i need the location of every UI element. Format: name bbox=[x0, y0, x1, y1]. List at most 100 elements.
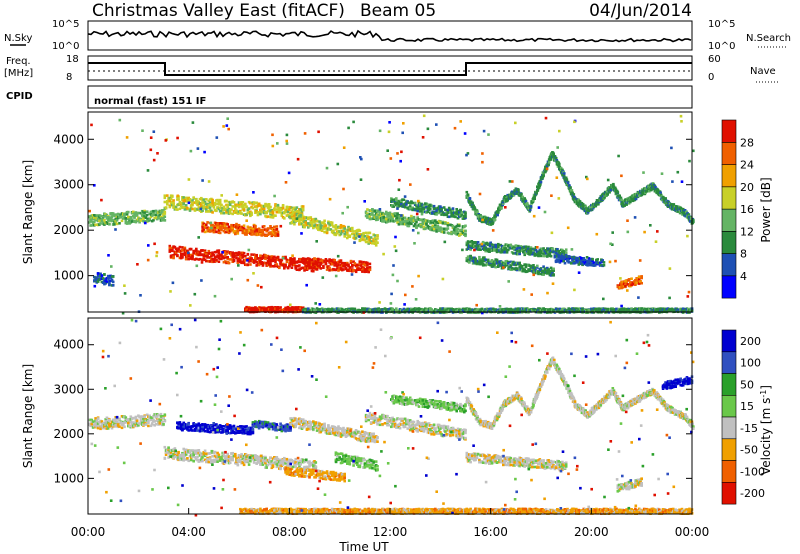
power-cell-4951 bbox=[525, 202, 529, 205]
power-cell-2310 bbox=[418, 210, 422, 213]
power-cell-1772 bbox=[333, 225, 336, 229]
power-cell-2896 bbox=[518, 252, 521, 255]
power-cell-851 bbox=[196, 207, 199, 211]
power-cell-473 bbox=[223, 256, 227, 259]
power-cell-2924 bbox=[527, 245, 530, 249]
power-cell-2367 bbox=[435, 213, 438, 216]
power-cell-4044 bbox=[494, 308, 497, 311]
power-cell-2813 bbox=[490, 243, 494, 246]
power-cell-1690 bbox=[307, 226, 310, 229]
power-cell-2068 bbox=[416, 216, 419, 220]
power-cell-3204 bbox=[621, 286, 625, 289]
power-cell-1068 bbox=[265, 211, 268, 215]
power-cell-2697 bbox=[542, 273, 545, 276]
power-cell-4131 bbox=[522, 307, 525, 311]
power-cell-1499 bbox=[328, 269, 331, 272]
power-cell-2414 bbox=[451, 207, 455, 210]
power-cell-1905 bbox=[366, 208, 369, 211]
power-cell-2065 bbox=[415, 226, 418, 230]
power-cell-95 bbox=[115, 219, 119, 222]
power-cell-968 bbox=[232, 201, 236, 204]
power-cell-1833 bbox=[354, 234, 358, 238]
power-cell-973 bbox=[234, 206, 237, 209]
power-cell-3958 bbox=[468, 307, 471, 311]
power-cell-2059 bbox=[413, 222, 417, 226]
power-cell-762 bbox=[168, 205, 172, 209]
power-cell-1391 bbox=[265, 229, 268, 233]
power-cell-3053 bbox=[556, 255, 559, 258]
power-cell-4736 bbox=[481, 220, 485, 223]
power-cell-207 bbox=[152, 218, 155, 222]
power-cell-1503 bbox=[328, 259, 331, 263]
power-cell-2754 bbox=[471, 243, 475, 246]
power-cell-1550 bbox=[344, 266, 348, 270]
power-cell-2121 bbox=[432, 229, 436, 232]
power-cell-390 bbox=[195, 247, 198, 251]
power-cell-925 bbox=[218, 201, 222, 205]
power-cell-689 bbox=[296, 260, 300, 263]
power-cell-2030 bbox=[403, 222, 407, 226]
power-cell-4357 bbox=[595, 309, 598, 312]
power-cell-2090 bbox=[422, 225, 426, 229]
power-cell-4235 bbox=[556, 307, 559, 311]
power-cell-579 bbox=[260, 261, 263, 264]
power-cell-532 bbox=[244, 254, 247, 258]
power-cell-2917 bbox=[524, 245, 528, 249]
power-cell-1136 bbox=[286, 213, 290, 217]
power-cell-3108 bbox=[576, 256, 579, 260]
power-cell-2228 bbox=[392, 205, 396, 208]
power-cell-1545 bbox=[342, 268, 345, 271]
power-cell-2732 bbox=[552, 273, 555, 276]
power-cell-39 bbox=[99, 214, 102, 218]
power-cell-675 bbox=[293, 263, 296, 267]
power-cell-2525 bbox=[486, 259, 490, 262]
power-cell-2836 bbox=[499, 251, 503, 254]
power-cell-1251 bbox=[221, 224, 224, 227]
power-cell-1897 bbox=[376, 241, 379, 244]
power-cell-2496 bbox=[476, 259, 480, 263]
power-cell-1873 bbox=[368, 231, 372, 235]
power-cell-1440 bbox=[308, 262, 311, 265]
power-cell-1127 bbox=[284, 210, 287, 214]
power-cell-1300 bbox=[236, 232, 240, 235]
power-cell-2708 bbox=[546, 272, 549, 275]
power-cell-454 bbox=[217, 249, 221, 252]
power-cell-424 bbox=[207, 249, 211, 253]
power-cell-2013 bbox=[398, 215, 402, 218]
power-cell-3244 bbox=[635, 281, 638, 284]
power-cell-1121 bbox=[281, 205, 285, 208]
power-cell-2470 bbox=[468, 261, 471, 264]
power-cell-1472 bbox=[317, 258, 320, 262]
power-cell-881 bbox=[205, 198, 208, 201]
power-cell-965 bbox=[231, 205, 234, 208]
power-cell-1971 bbox=[386, 220, 389, 224]
power-cell-525 bbox=[241, 253, 245, 257]
power-cell-2394 bbox=[445, 213, 448, 217]
power-cell-1726 bbox=[318, 220, 321, 223]
power-cell-787 bbox=[177, 198, 180, 201]
power-cell-1013 bbox=[246, 208, 250, 212]
power-cell-764 bbox=[169, 197, 173, 201]
power-cell-804 bbox=[182, 196, 185, 199]
power-cell-1024 bbox=[250, 211, 253, 215]
power-cell-2596 bbox=[509, 265, 513, 269]
power-cell-4585 bbox=[668, 307, 671, 311]
power-cell-2321 bbox=[422, 207, 426, 210]
power-cell-1735 bbox=[320, 221, 324, 224]
power-cell-2533 bbox=[489, 263, 492, 267]
power-cell-41 bbox=[100, 219, 104, 222]
power-cell-3247 bbox=[636, 277, 640, 280]
power-cell-1501 bbox=[328, 258, 331, 261]
power-cell-2942 bbox=[532, 249, 535, 253]
power-cell-388 bbox=[195, 257, 198, 261]
power-cell-2635 bbox=[522, 267, 525, 271]
power-cell-3048 bbox=[553, 255, 557, 259]
power-cell-1859 bbox=[363, 235, 367, 238]
power-cell-833 bbox=[191, 203, 194, 207]
power-cell-1767 bbox=[332, 229, 335, 233]
power-cell-2040 bbox=[407, 224, 411, 228]
power-cell-2710 bbox=[546, 266, 549, 270]
power-cell-3726 bbox=[395, 307, 398, 310]
power-cell-92 bbox=[115, 222, 119, 226]
power-cell-4364 bbox=[597, 307, 601, 311]
